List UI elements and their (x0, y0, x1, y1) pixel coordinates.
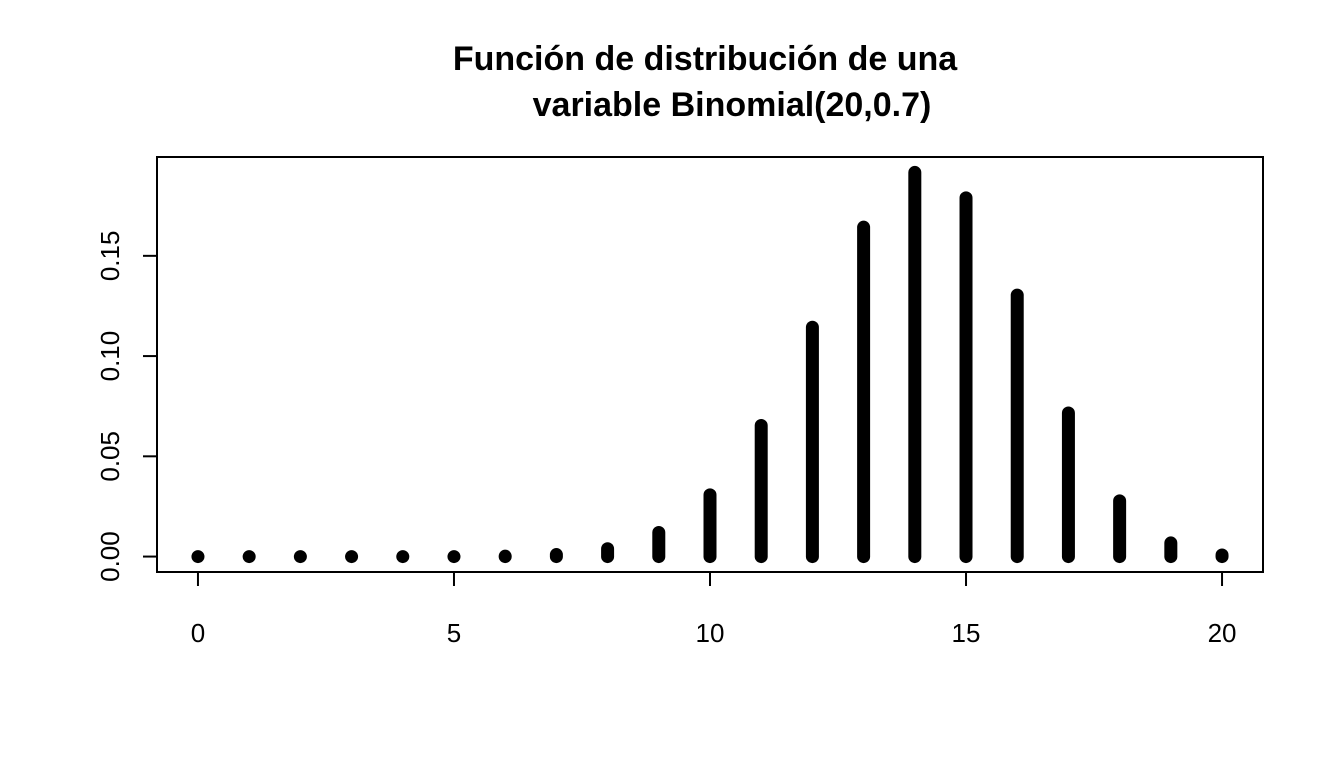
bars-group (191, 165, 1229, 564)
y-axis: 0.00 0.05 0.10 0.15 (95, 231, 158, 582)
y-tick-label-0.10: 0.10 (95, 331, 125, 382)
y-tick-label-0.00: 0.00 (95, 531, 125, 582)
x-tick-label-5: 5 (447, 618, 461, 648)
x-tick-label-20: 20 (1208, 618, 1237, 648)
x-tick-label-15: 15 (952, 618, 981, 648)
x-axis: 0 5 10 15 20 (191, 571, 1237, 648)
chart-title-line-1: Función de distribución de una (453, 40, 958, 78)
y-tick-label-0.05: 0.05 (95, 431, 125, 482)
x-tick-label-0: 0 (191, 618, 205, 648)
chart-title-line-2: variable Binomial(20,0.7) (533, 86, 932, 124)
x-tick-label-10: 10 (696, 618, 725, 648)
y-tick-label-0.15: 0.15 (95, 231, 125, 282)
